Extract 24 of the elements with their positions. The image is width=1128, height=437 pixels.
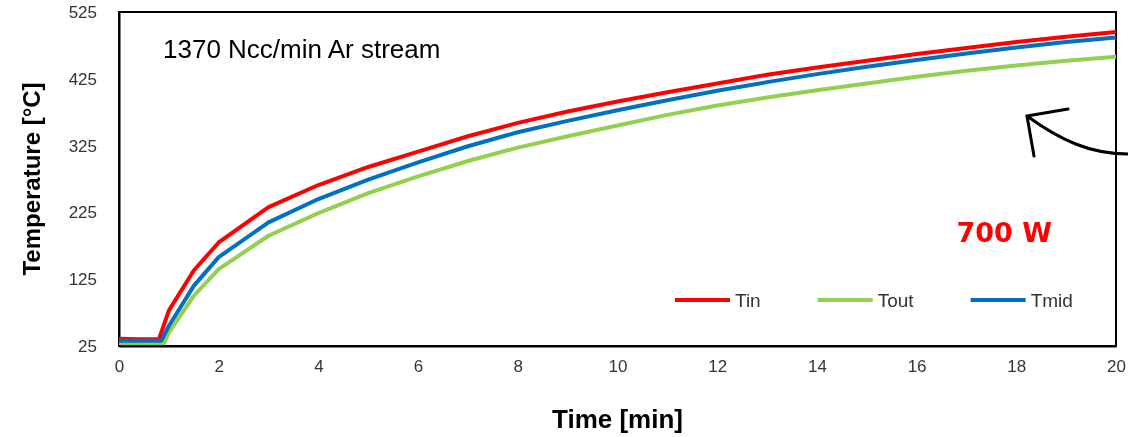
x-tick-label: 12 bbox=[708, 357, 728, 377]
annotation: 1370 Ncc/min Ar stream bbox=[163, 34, 441, 64]
x-axis-title: Time [min] bbox=[552, 404, 683, 434]
y-tick-label: 25 bbox=[78, 336, 97, 356]
x-tick-label: 0 bbox=[114, 357, 125, 377]
y-tick-label: 325 bbox=[68, 136, 97, 156]
y-tick-label: 525 bbox=[68, 2, 97, 22]
x-tick-label: 10 bbox=[608, 357, 628, 377]
legend-label: Tout bbox=[877, 290, 915, 311]
x-tick-label: 4 bbox=[314, 357, 324, 377]
legend-label: Tin bbox=[735, 290, 761, 311]
annotation: 700 W bbox=[956, 217, 1052, 248]
y-tick-label: 225 bbox=[68, 203, 97, 223]
x-tick-label: 8 bbox=[513, 357, 524, 377]
y-tick-label: 425 bbox=[68, 69, 97, 89]
y-axis-title: Temperature [°C] bbox=[18, 82, 45, 276]
x-tick-label: 6 bbox=[413, 357, 424, 377]
legend-label: Tmid bbox=[1030, 290, 1073, 311]
x-tick-label: 18 bbox=[1007, 357, 1027, 377]
x-tick-label: 20 bbox=[1107, 357, 1126, 377]
x-tick-label: 2 bbox=[214, 357, 224, 377]
y-tick-label: 125 bbox=[68, 270, 97, 290]
x-tick-label: 14 bbox=[807, 357, 827, 377]
x-tick-label: 16 bbox=[907, 357, 927, 377]
